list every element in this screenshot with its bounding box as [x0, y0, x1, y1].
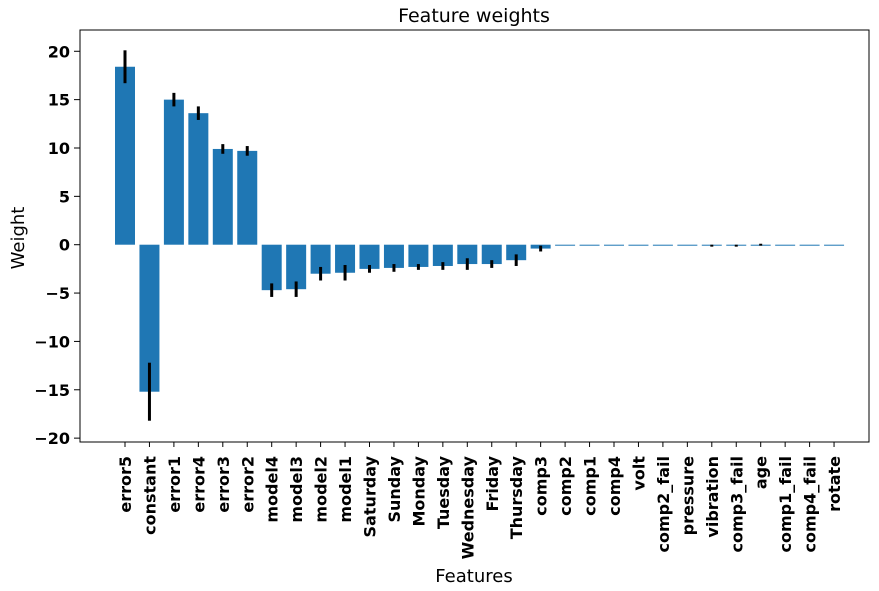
bar-model4	[261, 244, 282, 291]
x-tick-label: Friday	[483, 455, 502, 511]
bar-comp2_fail	[652, 244, 673, 246]
y-tick-label: −20	[34, 429, 70, 448]
chart-title: Feature weights	[398, 5, 550, 27]
bar-model3	[286, 244, 307, 290]
x-tick-label: vibration	[703, 456, 722, 538]
bar-Monday	[408, 244, 429, 267]
y-tick-label: −10	[34, 332, 70, 351]
x-axis-label: Features	[435, 566, 512, 587]
x-axis-ticks: error5 constant error1 error4 error3 error2 mo…	[116, 442, 844, 559]
bar-comp1_fail	[775, 244, 796, 246]
plot-frame	[79, 29, 870, 443]
bar-error5	[115, 66, 135, 245]
bar-Wednesday	[457, 244, 478, 265]
y-axis-label: Weight	[8, 207, 29, 270]
x-tick-label: error4	[189, 456, 208, 513]
x-tick-label: comp2	[556, 456, 575, 516]
x-tick-label: comp4_fail	[801, 456, 820, 552]
y-axis-ticks: 20 15 10 5 0 −5 −10 −15 −20	[34, 42, 80, 448]
bar-pressure	[677, 244, 698, 246]
x-tick-label: comp3	[532, 456, 551, 516]
bar-volt	[628, 244, 649, 246]
x-tick-label: Saturday	[361, 455, 380, 537]
bar-Sunday	[383, 244, 404, 268]
bar-model1	[335, 244, 356, 273]
x-tick-label: Thursday	[507, 455, 526, 539]
bar-comp2	[555, 244, 576, 246]
x-tick-label: pressure	[678, 456, 697, 536]
bar-constant	[139, 244, 160, 392]
x-tick-label: comp1_fail	[776, 456, 795, 552]
bar-Friday	[481, 244, 502, 265]
x-tick-label: model4	[263, 456, 282, 523]
x-tick-label: model3	[287, 456, 306, 523]
x-tick-label: comp2_fail	[654, 456, 673, 552]
bar-error2	[237, 150, 258, 245]
bar-Tuesday	[432, 244, 453, 266]
x-tick-label: error3	[214, 456, 233, 513]
bar-Thursday	[506, 244, 527, 261]
x-tick-label: model2	[312, 456, 331, 523]
bar-Saturday	[359, 244, 380, 269]
y-tick-label: −5	[45, 284, 70, 303]
error-bars-group	[123, 50, 763, 421]
bar-rotate	[824, 244, 845, 246]
bars-group	[115, 66, 845, 392]
x-tick-label: comp3_fail	[727, 456, 746, 552]
x-tick-label: error2	[238, 456, 257, 513]
x-tick-label: model1	[336, 456, 355, 523]
x-tick-label: age	[752, 456, 771, 489]
y-tick-label: 15	[48, 91, 70, 110]
bar-comp4	[604, 244, 624, 246]
x-tick-label: constant	[140, 456, 159, 535]
bar-model2	[310, 244, 331, 274]
bar-comp4_fail	[799, 244, 820, 246]
bar-error4	[188, 113, 209, 245]
bar-comp1	[579, 244, 600, 246]
bar-error3	[212, 148, 233, 245]
y-tick-label: 0	[59, 236, 70, 255]
x-tick-label: Wednesday	[458, 455, 477, 559]
bar-error1	[163, 99, 184, 245]
x-tick-label: Sunday	[385, 455, 404, 522]
x-tick-label: comp1	[581, 456, 600, 516]
x-tick-label: rotate	[825, 456, 844, 512]
y-tick-label: 10	[48, 139, 70, 158]
y-tick-label: 5	[59, 187, 70, 206]
x-tick-label: error5	[116, 456, 135, 513]
x-tick-label: Monday	[409, 455, 428, 526]
y-tick-label: 20	[48, 42, 70, 61]
x-tick-label: error1	[165, 456, 184, 513]
x-tick-label: volt	[629, 456, 648, 491]
x-tick-label: comp4	[605, 456, 624, 516]
x-tick-label: Tuesday	[434, 455, 453, 529]
y-tick-label: −15	[34, 381, 70, 400]
